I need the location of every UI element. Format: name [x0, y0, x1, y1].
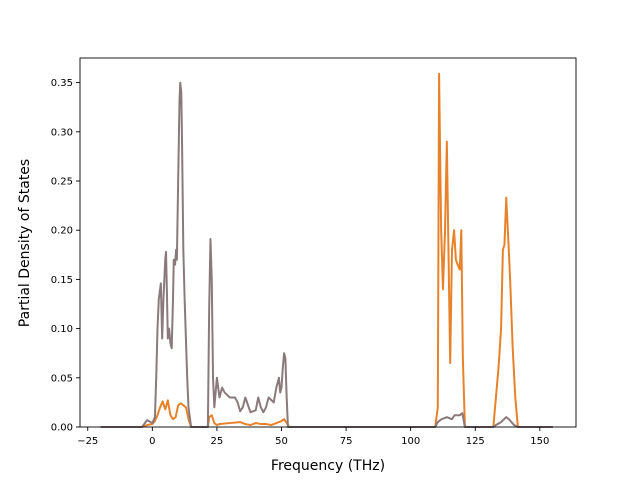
x-tick-label: 75 — [340, 436, 353, 447]
x-tick-label: 0 — [149, 436, 155, 447]
x-tick-label: 125 — [466, 436, 485, 447]
x-tick-label: −25 — [77, 436, 98, 447]
series-line-1 — [100, 72, 553, 428]
plot-frame — [79, 57, 577, 428]
series-line-2 — [100, 81, 553, 428]
y-tick-label: 0.10 — [51, 324, 73, 335]
y-tick-label: 0.05 — [51, 373, 73, 384]
y-axis: 0.00 0.05 0.10 0.15 0.20 0.25 0.30 0.35 — [51, 78, 80, 434]
y-tick-label: 0.35 — [51, 78, 73, 89]
x-axis: −25 0 25 50 75 100 125 150 — [77, 427, 549, 447]
y-tick-label: 0.15 — [51, 275, 73, 286]
x-tick-label: 100 — [401, 436, 420, 447]
y-tick-label: 0.30 — [51, 127, 73, 138]
x-tick-label: 50 — [275, 436, 288, 447]
x-tick-label: 25 — [211, 436, 224, 447]
y-axis-label: Partial Density of States — [17, 159, 33, 327]
y-tick-label: 0.20 — [51, 226, 73, 237]
x-tick-label: 150 — [530, 436, 549, 447]
y-tick-label: 0.25 — [51, 177, 73, 188]
series-layer — [100, 72, 553, 428]
x-axis-label: Frequency (THz) — [271, 458, 385, 474]
y-tick-label: 0.00 — [51, 423, 73, 434]
